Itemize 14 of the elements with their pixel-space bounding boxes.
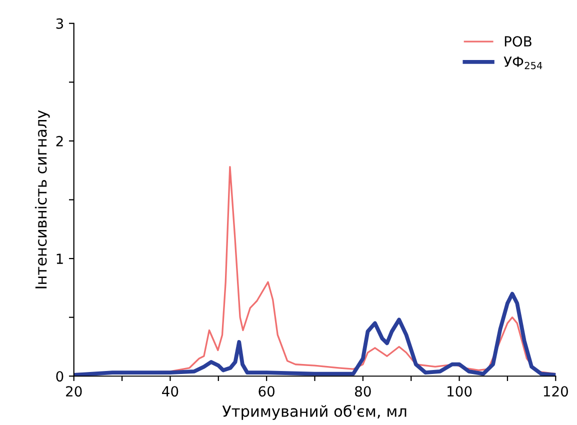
x-tick-label: 120 (544, 386, 568, 397)
x-tick-label: 20 (66, 386, 82, 397)
x-tick-label: 60 (258, 386, 274, 397)
y-axis-title: Інтенсивність сигналу (34, 110, 50, 288)
x-tick-label: 100 (448, 386, 472, 397)
y-tick-label: 0 (56, 371, 64, 382)
legend-label: РОВ (504, 36, 532, 47)
x-tick-label: 80 (355, 386, 371, 397)
y-tick-label: 1 (56, 254, 63, 264)
x-tick-label: 40 (162, 386, 178, 397)
x-axis-title: Утримуваний об'єм, мл (222, 404, 406, 420)
y-tick-label: 2 (56, 136, 63, 146)
y-tick-label: 3 (56, 18, 64, 29)
legend-label: УФ$_{254}$ (504, 56, 542, 70)
